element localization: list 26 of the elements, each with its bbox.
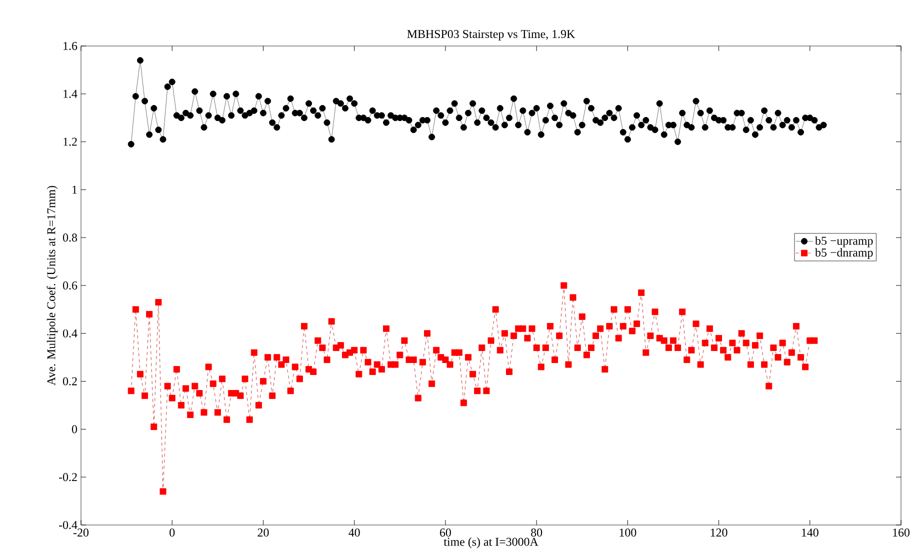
x-tick-label: 160 — [893, 528, 910, 537]
y-tick-label: -0.4 — [58, 520, 78, 530]
y-tick-label: 1.2 — [64, 138, 77, 146]
y-axis-title: Ave. Multipole Coef. (Units at R=17mm) — [46, 186, 58, 386]
y-tick-label: 0.8 — [62, 234, 78, 242]
y-tick-label: 0 — [72, 425, 78, 434]
y-tick-label: 0.4 — [62, 329, 78, 338]
x-axis-title: time (s) at I=3000A — [444, 537, 538, 548]
legend-label: b5 −dnramp — [815, 248, 873, 260]
x-tick-label: -20 — [73, 528, 89, 537]
y-tick-label: 0.2 — [62, 377, 77, 386]
chart-title: MBHSP03 Stairstep vs Time, 1.9K — [407, 30, 576, 40]
x-tick-label: 140 — [802, 528, 818, 537]
x-tick-label: 20 — [258, 528, 269, 537]
y-tick-label: 0.6 — [62, 281, 78, 290]
legend-label: b5 −upramp — [815, 236, 873, 248]
x-tick-label: 0 — [170, 528, 175, 537]
x-tick-label: 100 — [620, 528, 636, 537]
x-tick-label: 60 — [440, 528, 451, 537]
x-tick-label: 120 — [710, 528, 728, 537]
y-tick-label: 1 — [72, 186, 77, 194]
x-tick-label: 40 — [348, 528, 360, 537]
y-tick-label: -0.2 — [58, 473, 77, 482]
y-tick-label: 1.4 — [64, 90, 78, 98]
y-tick-label: 1.6 — [64, 42, 78, 50]
x-tick-label: 80 — [531, 528, 542, 537]
